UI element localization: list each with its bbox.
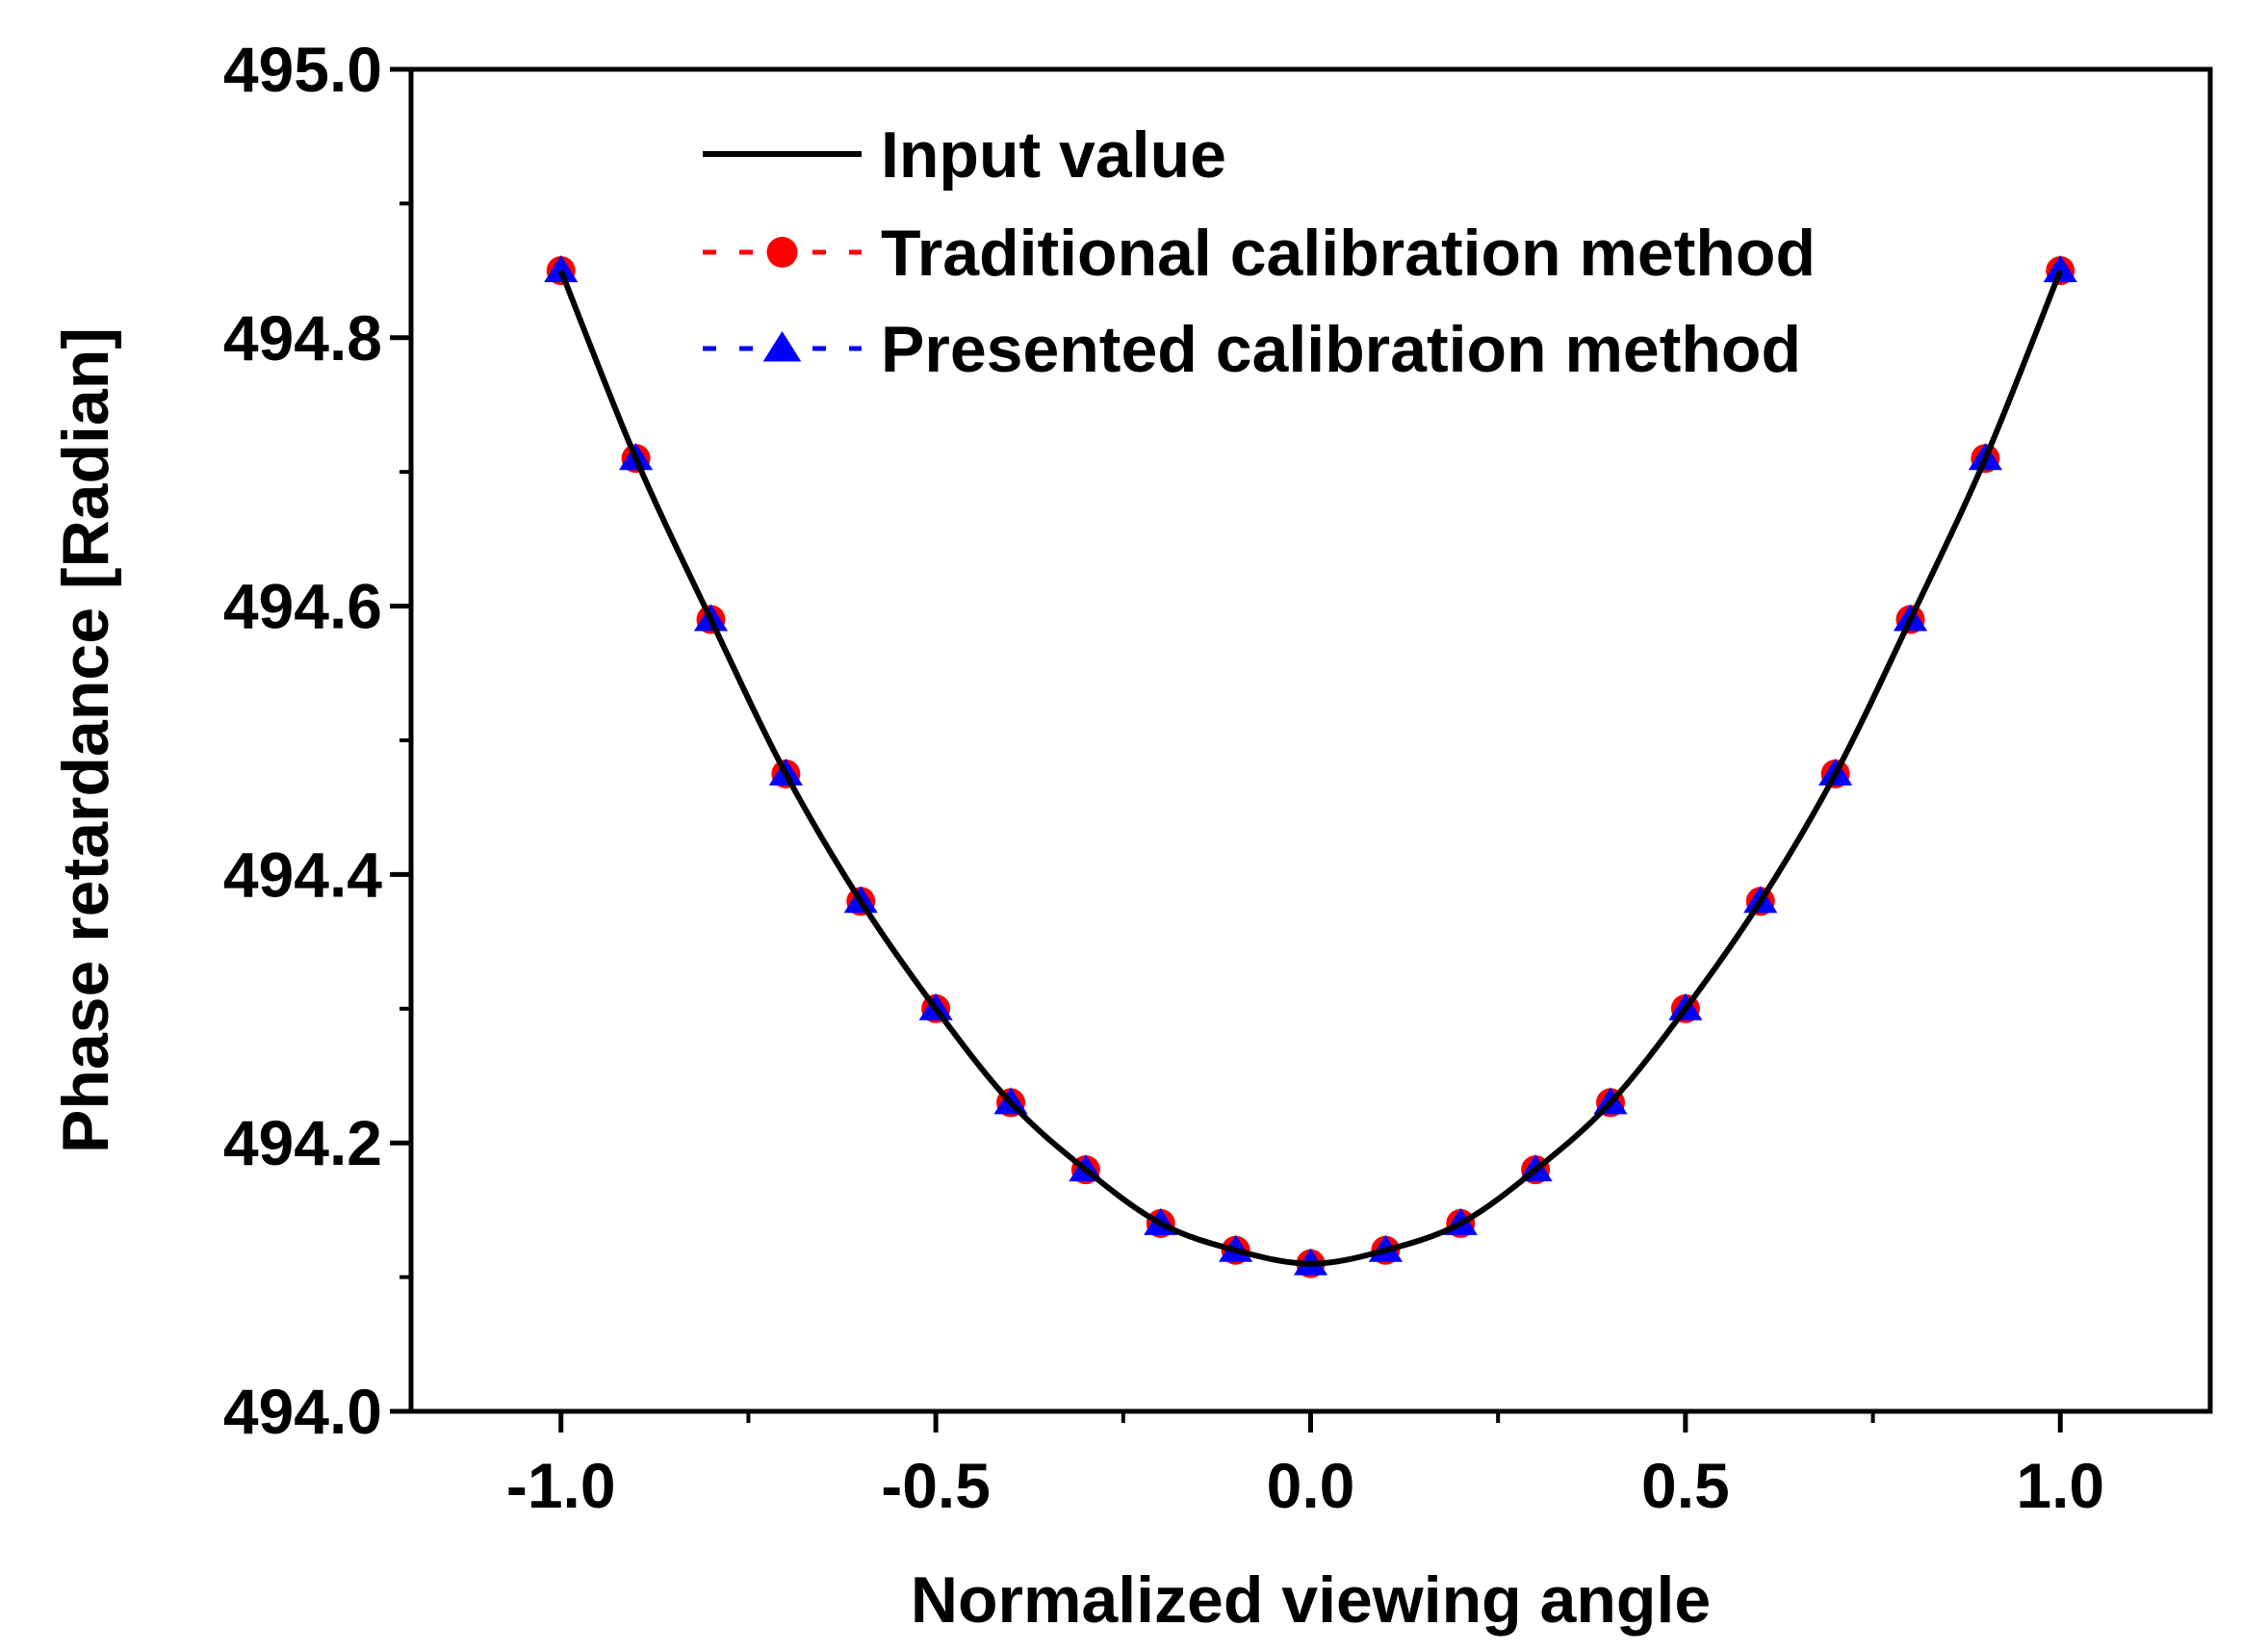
- y-tick-label: 494.0: [223, 1376, 382, 1447]
- y-tick-label: 494.6: [223, 571, 382, 642]
- x-tick-label: 1.0: [2016, 1450, 2104, 1521]
- legend-presented-marker: [762, 331, 802, 362]
- y-axis-title: Phase retardance [Radian]: [49, 327, 122, 1153]
- series-presented: [544, 255, 2077, 1276]
- series-traditional: [546, 256, 2075, 1278]
- x-tick-label: 0.0: [1267, 1450, 1355, 1521]
- y-tick-label: 494.8: [223, 302, 382, 374]
- x-tick-label: -1.0: [506, 1450, 616, 1521]
- x-axis-title: Normalized viewing angle: [911, 1563, 1711, 1637]
- presented-point: [2043, 255, 2077, 283]
- x-tick-label: -0.5: [881, 1450, 991, 1521]
- y-tick-label: 494.4: [223, 839, 382, 910]
- series-input-line: [557, 269, 2064, 1267]
- y-tick-label: 495.0: [223, 34, 382, 105]
- legend-traditional-marker: [766, 237, 798, 268]
- legend: Input value Traditional calibration metho…: [703, 118, 1816, 386]
- series-input: [557, 269, 2064, 1267]
- legend-traditional-label: Traditional calibration method: [881, 217, 1816, 290]
- legend-presented-label: Presented calibration method: [881, 313, 1801, 386]
- series-layer: [544, 255, 2077, 1278]
- presented-point: [544, 255, 579, 283]
- y-tick-label: 494.2: [223, 1107, 382, 1178]
- legend-input-label: Input value: [881, 118, 1226, 192]
- ticks-layer: 494.0 494.2 494.4 494.6 494.8 495.0 -1.0 -0.5 0.…: [223, 34, 2104, 1521]
- x-tick-label: 0.5: [1641, 1450, 1730, 1521]
